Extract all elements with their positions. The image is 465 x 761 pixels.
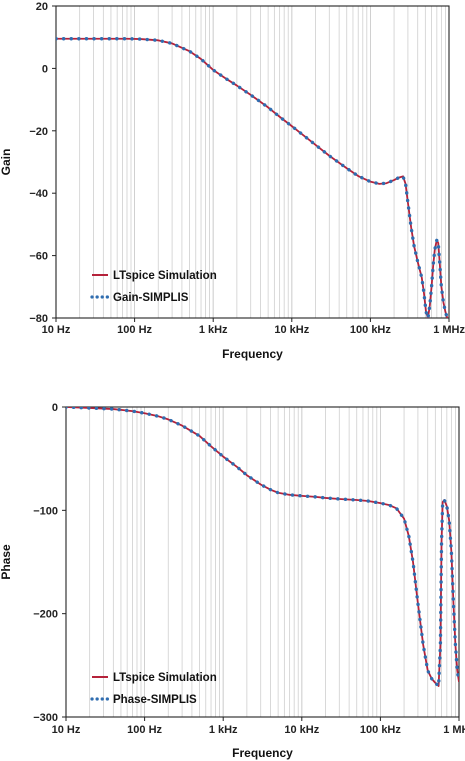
x-tick-label: 100 Hz xyxy=(127,724,162,736)
legend-label: LTspice Simulation xyxy=(113,270,217,282)
y-tick-label: −20 xyxy=(29,126,48,138)
grid xyxy=(79,6,446,318)
series-line-simplis xyxy=(56,37,449,318)
x-axis-label: Frequency xyxy=(232,746,293,760)
y-tick-label: 0 xyxy=(52,402,58,414)
x-tick-label: 1 MHz xyxy=(433,324,465,336)
legend-label: LTspice Simulation xyxy=(113,672,217,684)
x-tick-label: 100 Hz xyxy=(117,324,152,336)
x-tick-label: 1 kHz xyxy=(209,724,238,736)
legend-label: Gain-SIMPLIS xyxy=(113,292,189,304)
y-tick-label: 0 xyxy=(42,63,48,75)
x-tick-label: 10 kHz xyxy=(274,324,309,336)
x-axis-label: Frequency xyxy=(222,347,283,361)
y-tick-label: 20 xyxy=(36,1,48,13)
y-tick-label: −200 xyxy=(33,609,58,621)
y-tick-label: −300 xyxy=(33,712,58,724)
legend: LTspice Simulation Phase-SIMPLIS xyxy=(90,672,217,706)
plot-frame xyxy=(55,5,450,319)
y-tick-label: −80 xyxy=(29,313,48,325)
x-tick-label: 1 kHz xyxy=(199,324,228,336)
legend-label: Phase-SIMPLIS xyxy=(113,694,197,706)
x-tick-label: 10 Hz xyxy=(52,724,81,736)
y-tick-label: −60 xyxy=(29,251,48,263)
x-tick-label: 100 kHz xyxy=(360,724,401,736)
x-tick-label: 100 kHz xyxy=(350,324,391,336)
series-line-simplis xyxy=(66,407,459,688)
y-axis-label: Phase xyxy=(0,544,13,580)
y-tick-label: −40 xyxy=(29,188,48,200)
x-tick-label: 10 Hz xyxy=(42,324,71,336)
x-tick-label: 10 kHz xyxy=(284,724,319,736)
legend: LTspice Simulation Gain-SIMPLIS xyxy=(90,270,217,304)
grid xyxy=(89,407,456,717)
y-tick-label: −100 xyxy=(33,505,58,517)
series-line-ltspice xyxy=(66,407,459,687)
y-axis-label: Gain xyxy=(0,149,13,176)
x-tick-label: 1 MHz xyxy=(443,724,465,736)
plot-frame xyxy=(65,406,460,718)
